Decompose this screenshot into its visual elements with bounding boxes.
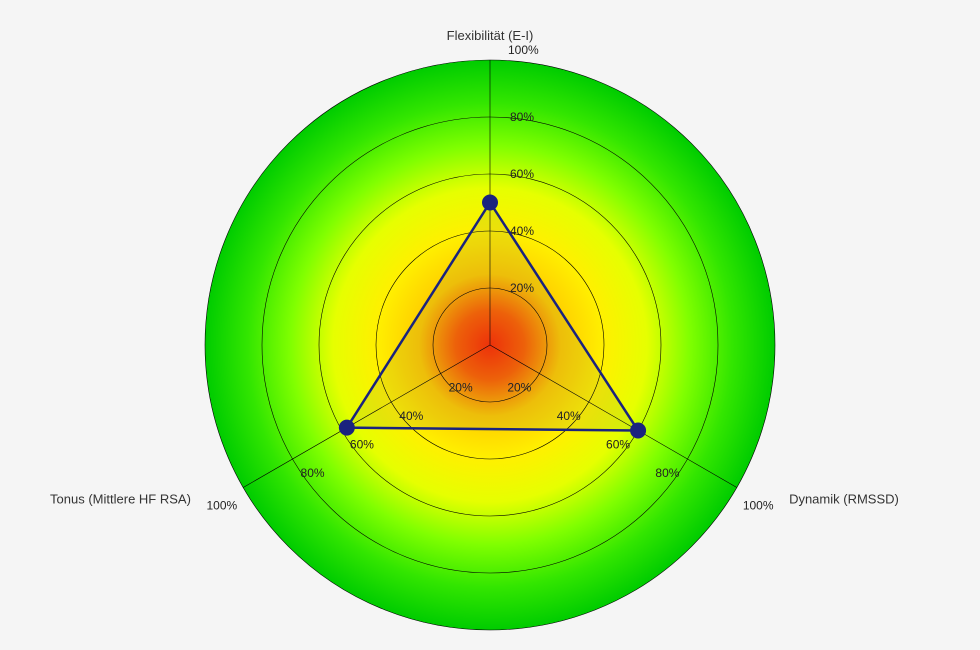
tick-label-flex-40: 40% xyxy=(510,224,534,238)
axis-label-dyn: Dynamik (RMSSD) xyxy=(789,492,899,507)
tick-label-dyn-80: 80% xyxy=(655,466,679,480)
data-marker-flex xyxy=(482,195,498,211)
tick-label-tonus-80: 80% xyxy=(301,466,325,480)
tick-label-flex-100: 100% xyxy=(508,43,539,57)
tick-label-flex-60: 60% xyxy=(510,167,534,181)
radar-chart: 20%40%60%80%100%Flexibilität (E-I)20%40%… xyxy=(0,0,980,650)
tick-label-tonus-60: 60% xyxy=(350,438,374,452)
tick-label-tonus-100: 100% xyxy=(206,499,237,513)
data-marker-dyn xyxy=(630,423,646,439)
tick-label-dyn-100: 100% xyxy=(743,499,774,513)
tick-label-dyn-60: 60% xyxy=(606,438,630,452)
data-marker-tonus xyxy=(339,420,355,436)
axis-label-flex: Flexibilität (E-I) xyxy=(447,28,534,43)
axis-label-tonus: Tonus (Mittlere HF RSA) xyxy=(50,492,191,507)
tick-label-flex-80: 80% xyxy=(510,110,534,124)
